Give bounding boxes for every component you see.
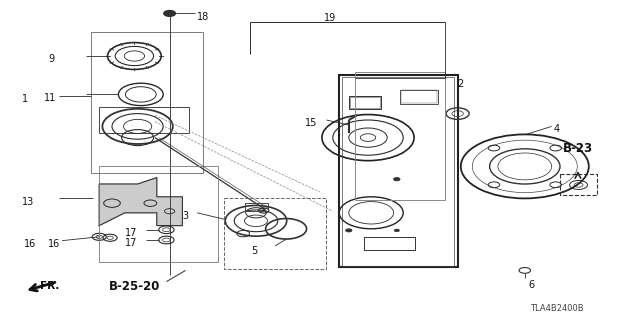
Bar [401, 90, 437, 103]
Text: 19: 19 [323, 13, 336, 23]
Text: 4: 4 [554, 124, 560, 134]
Text: 2: 2 [458, 79, 464, 89]
Text: 5: 5 [251, 246, 257, 256]
Bar [342, 77, 454, 266]
Bar [400, 90, 438, 104]
Polygon shape [99, 178, 182, 226]
Text: 1: 1 [22, 94, 29, 104]
Text: TLA4B2400B: TLA4B2400B [530, 304, 584, 313]
Bar [560, 174, 597, 195]
Circle shape [346, 229, 352, 232]
Bar [355, 72, 445, 200]
Text: 6: 6 [528, 280, 534, 290]
Text: 16: 16 [24, 239, 36, 249]
Bar [349, 96, 381, 109]
Circle shape [394, 229, 399, 232]
Bar [350, 97, 380, 108]
Bar [224, 198, 326, 269]
Text: 13: 13 [22, 197, 35, 207]
Text: 18: 18 [197, 12, 209, 22]
Text: 15: 15 [305, 118, 317, 128]
Text: B-25-20: B-25-20 [109, 280, 160, 293]
Text: 17: 17 [125, 228, 137, 238]
Circle shape [394, 178, 400, 181]
Text: 16: 16 [48, 239, 60, 249]
Text: FR.: FR. [40, 281, 59, 291]
Bar [99, 107, 189, 133]
Text: 17: 17 [125, 238, 137, 248]
Circle shape [164, 11, 175, 16]
Text: 3: 3 [182, 211, 189, 221]
Bar [99, 166, 218, 262]
Text: B-23: B-23 [563, 142, 593, 156]
Bar [339, 75, 458, 267]
Bar [364, 237, 415, 250]
Text: 9: 9 [48, 54, 54, 64]
Bar [91, 32, 203, 173]
Text: 11: 11 [44, 93, 56, 103]
Bar [245, 203, 268, 211]
